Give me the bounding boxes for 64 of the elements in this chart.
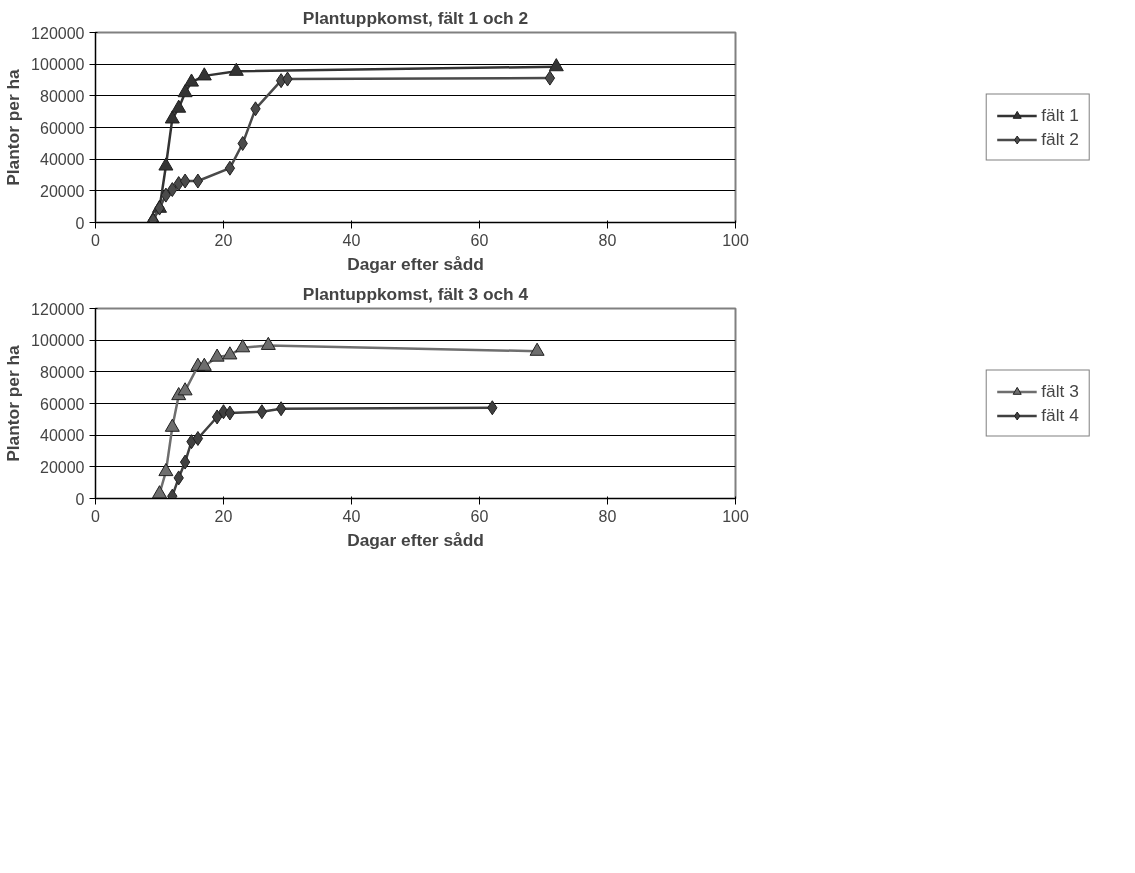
y-tick-label: 40000 — [40, 151, 85, 169]
point — [529, 342, 545, 356]
x-tick-label: 20 — [214, 507, 233, 525]
point — [275, 401, 287, 417]
point — [192, 173, 204, 189]
point — [224, 160, 236, 176]
legend-label: fält 3 — [1041, 380, 1079, 402]
legend-label: fält 1 — [1041, 104, 1079, 126]
point — [177, 84, 193, 98]
point — [222, 346, 238, 360]
chart-title: Plantuppkomst, fält 1 och 2 — [302, 7, 529, 28]
y-tick-label: 80000 — [40, 363, 85, 381]
point — [224, 405, 236, 421]
point — [544, 70, 556, 86]
point — [179, 173, 191, 189]
y-tick-label: 100000 — [31, 332, 85, 350]
point — [196, 67, 212, 81]
point — [158, 463, 174, 477]
y-tick-label: 20000 — [40, 458, 85, 476]
y-tick-label: 20000 — [40, 182, 85, 200]
point — [179, 454, 191, 470]
point — [164, 110, 180, 124]
y-tick-label: 80000 — [40, 87, 85, 105]
chart-title: Plantuppkomst, fält 3 och 4 — [302, 283, 529, 304]
point — [228, 62, 244, 76]
point — [209, 348, 225, 362]
point — [260, 336, 276, 350]
x-tick-label: 60 — [470, 231, 489, 249]
point — [158, 157, 174, 171]
y-tick-label: 120000 — [31, 300, 85, 318]
y-tick-label: 0 — [75, 490, 85, 508]
y-tick-label: 0 — [75, 214, 85, 232]
point — [184, 73, 199, 87]
point — [548, 58, 564, 72]
legend-label: fält 4 — [1041, 404, 1079, 426]
point — [177, 382, 193, 396]
y-tick-label: 60000 — [40, 395, 85, 413]
x-tick-label: 80 — [598, 507, 617, 525]
point — [211, 409, 223, 425]
x-tick-label: 100 — [722, 507, 749, 525]
y-axis-title: Plantor per ha — [3, 344, 24, 462]
x-tick-label: 20 — [214, 231, 233, 249]
y-tick-label: 100000 — [31, 56, 85, 74]
x-axis-title: Dagar efter sådd — [347, 253, 484, 274]
x-tick-label: 40 — [342, 507, 361, 525]
point — [164, 418, 180, 432]
point — [160, 187, 172, 203]
x-axis-title: Dagar efter sådd — [347, 529, 484, 550]
y-axis-title: Plantor per ha — [3, 68, 24, 186]
y-tick-label: 120000 — [31, 24, 85, 42]
point — [192, 430, 204, 446]
x-tick-label: 40 — [342, 231, 361, 249]
point — [171, 99, 187, 113]
x-tick-label: 100 — [722, 231, 749, 249]
x-tick-label: 60 — [470, 507, 489, 525]
y-tick-label: 40000 — [40, 427, 85, 445]
y-tick-label: 60000 — [40, 119, 85, 137]
x-tick-label: 80 — [598, 231, 617, 249]
point — [256, 404, 268, 420]
legend-label: fält 2 — [1041, 128, 1079, 150]
point — [235, 339, 251, 353]
x-tick-label: 0 — [91, 507, 101, 525]
x-tick-label: 0 — [91, 231, 101, 249]
point — [196, 357, 212, 371]
